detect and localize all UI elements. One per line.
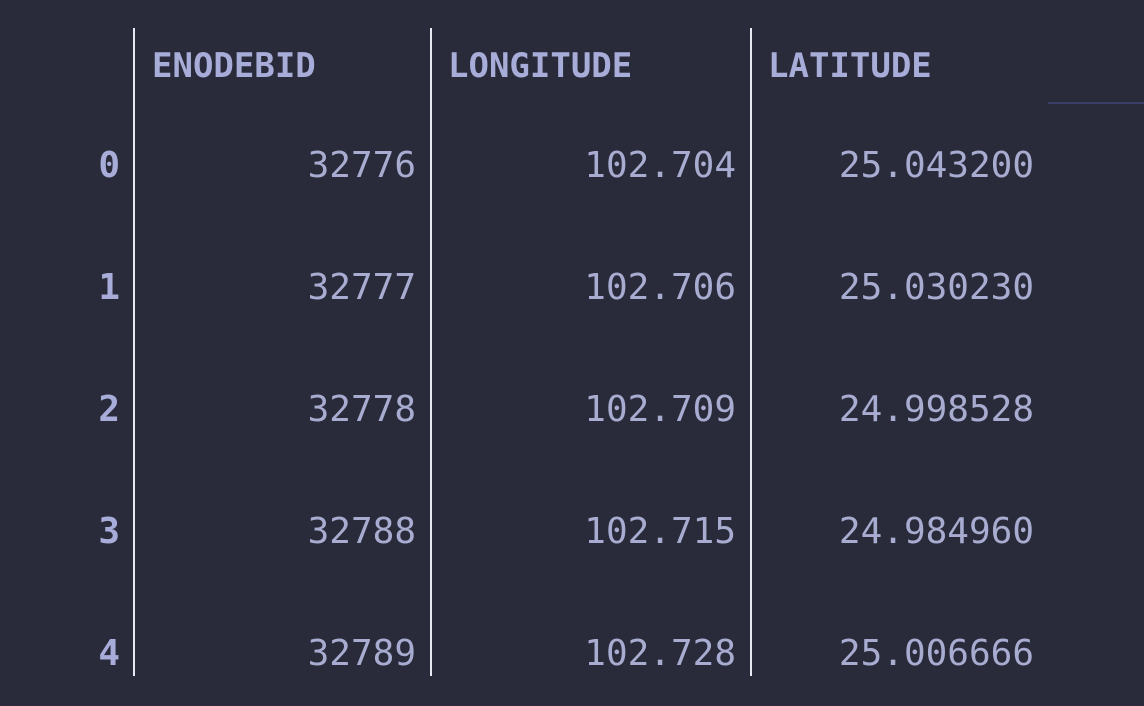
table-row: 3 32788 102.715 24.984960 <box>0 502 1144 562</box>
column-divider <box>430 28 432 676</box>
table-row: 2 32778 102.709 24.998528 <box>0 380 1144 440</box>
cell-enodebid: 32777 <box>307 267 416 308</box>
column-divider <box>133 28 135 676</box>
header-rule <box>1048 102 1144 104</box>
column-header-enodebid: ENODEBID <box>152 46 316 86</box>
cell-latitude: 25.030230 <box>838 267 1034 308</box>
row-index: 2 <box>98 389 120 430</box>
cell-longitude: 102.728 <box>584 633 736 674</box>
cell-latitude: 25.006666 <box>838 633 1034 674</box>
table-row: 0 32776 102.704 25.043200 <box>0 136 1144 196</box>
cell-longitude: 102.706 <box>584 267 736 308</box>
cell-enodebid: 32778 <box>307 389 416 430</box>
row-index: 0 <box>98 145 120 186</box>
cell-latitude: 24.984960 <box>838 511 1034 552</box>
cell-latitude: 24.998528 <box>838 389 1034 430</box>
column-divider <box>750 28 752 676</box>
cell-enodebid: 32788 <box>307 511 416 552</box>
cell-longitude: 102.704 <box>584 145 736 186</box>
cell-latitude: 25.043200 <box>838 145 1034 186</box>
cell-enodebid: 32789 <box>307 633 416 674</box>
row-index: 3 <box>98 511 120 552</box>
column-header-latitude: LATITUDE <box>768 46 932 86</box>
table-row: 4 32789 102.728 25.006666 <box>0 624 1144 684</box>
cell-longitude: 102.715 <box>584 511 736 552</box>
table-row: 1 32777 102.706 25.030230 <box>0 258 1144 318</box>
row-index: 1 <box>98 267 120 308</box>
cell-longitude: 102.709 <box>584 389 736 430</box>
column-header-longitude: LONGITUDE <box>448 46 633 86</box>
row-index: 4 <box>98 633 120 674</box>
cell-enodebid: 32776 <box>307 145 416 186</box>
